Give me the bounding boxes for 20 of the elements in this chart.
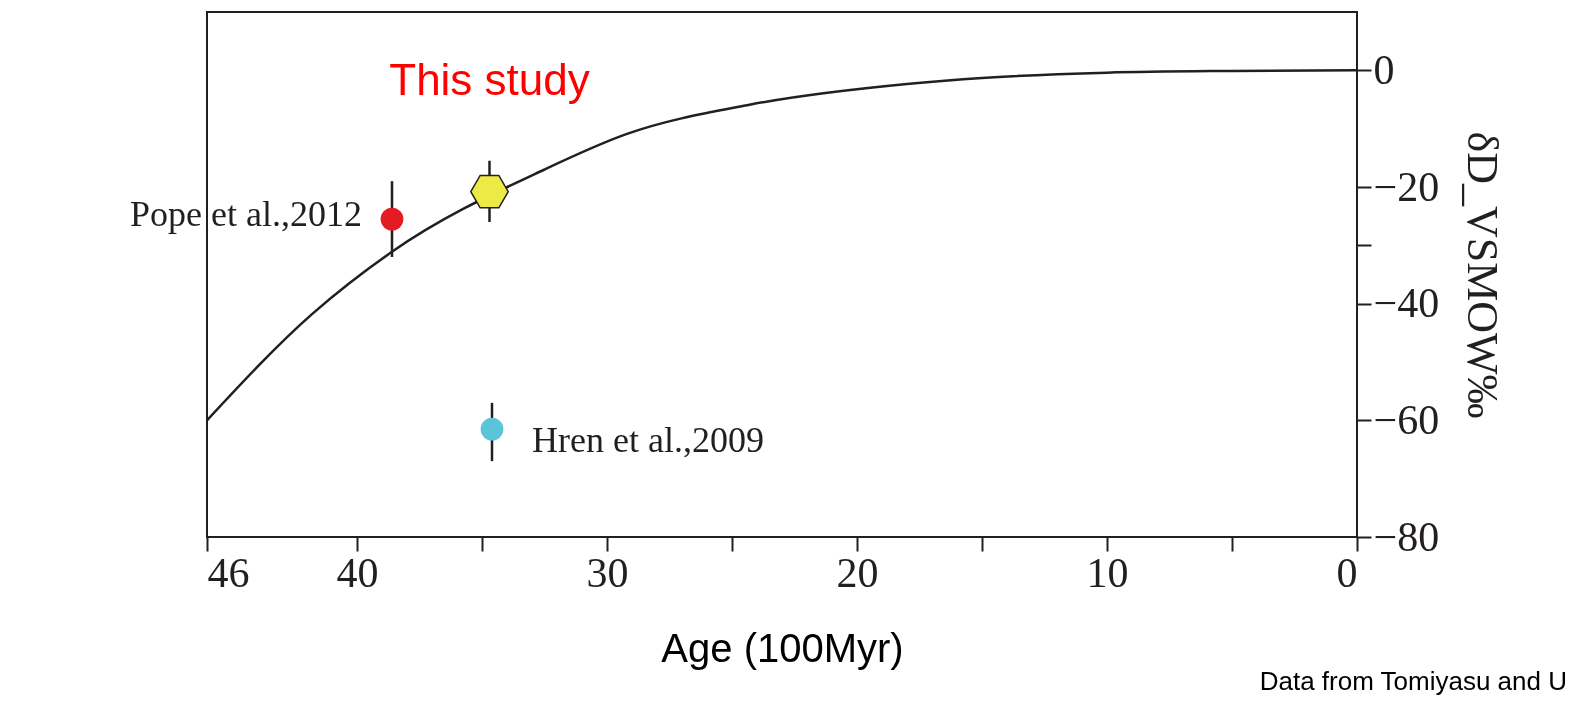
point xyxy=(480,417,504,441)
y-tick-label: 0 xyxy=(1373,46,1395,93)
x-tick-label: 0 xyxy=(1336,549,1358,596)
y-tick-label: −40 xyxy=(1373,280,1440,327)
x-tick-label: 20 xyxy=(836,549,879,596)
x-axis-title: Age (100Myr) xyxy=(661,625,904,670)
x-tick-label: 30 xyxy=(586,549,629,596)
series-label: Hren et al.,2009 xyxy=(532,420,764,461)
point xyxy=(470,174,509,209)
x-tick-label: 40 xyxy=(336,549,379,596)
y-tick-label: −20 xyxy=(1373,163,1440,210)
series-label: Pope et al.,2012 xyxy=(130,194,362,235)
y-axis-title: δD_VSMOW‰ xyxy=(1458,131,1508,419)
x-tick-label: 46 xyxy=(207,549,250,596)
point xyxy=(380,207,404,231)
y-tick-label: −60 xyxy=(1373,396,1440,443)
text: Data from Tomiyasu and U xyxy=(1259,666,1567,696)
annotation: This study xyxy=(389,54,590,104)
x-tick-label: 10 xyxy=(1086,549,1129,596)
y-tick-label: −80 xyxy=(1373,513,1440,560)
